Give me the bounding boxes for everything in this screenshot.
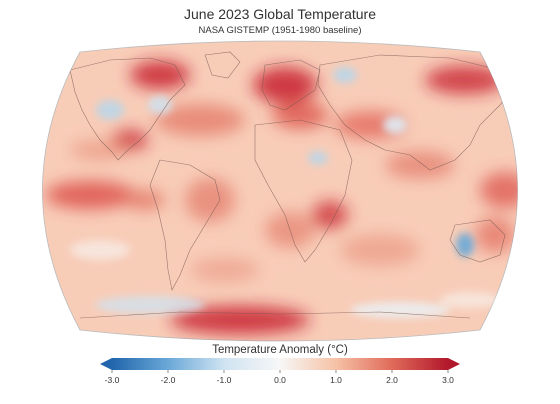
africa-outline (254, 119, 353, 263)
colorbar-tick-label: -1.0 (216, 375, 232, 385)
colorbar-extend-low (100, 358, 112, 370)
colorbar-tick-label: -3.0 (104, 375, 120, 385)
colorbar-title: Temperature Anomaly (°C) (212, 344, 348, 356)
chart-subtitle: NASA GISTEMP (1951-1980 baseline) (198, 25, 362, 36)
colorbar-tick-label: 2.0 (386, 375, 398, 385)
continent-outlines (69, 51, 516, 319)
antarctica-outline (79, 311, 471, 319)
warm-anomaly-layer (45, 61, 518, 334)
colorbar-tick-label: -2.0 (160, 375, 176, 385)
australia-outline (449, 219, 506, 263)
south-america-outline (149, 159, 221, 291)
greenland-outline (204, 51, 241, 79)
colorbar-tick-label: 0.0 (274, 375, 286, 385)
north-america-outline (69, 57, 186, 161)
colorbar-gradient (112, 358, 448, 370)
colorbar-tick-label: 1.0 (330, 375, 342, 385)
asia-outline (317, 54, 516, 171)
cool-anomaly-layer (70, 67, 500, 318)
colorbar-tick-label: 3.0 (442, 375, 454, 385)
colorbar-extend-high (448, 358, 460, 370)
colorbar-ticks (111, 370, 449, 373)
chart-title: June 2023 Global Temperature (184, 6, 376, 22)
europe-outline (261, 59, 321, 111)
